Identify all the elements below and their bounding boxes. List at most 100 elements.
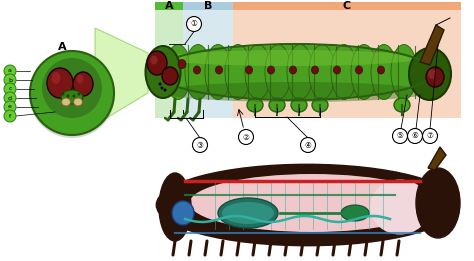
Ellipse shape (409, 48, 451, 100)
Text: B: B (204, 1, 212, 11)
Circle shape (4, 65, 16, 77)
Ellipse shape (62, 98, 71, 106)
Ellipse shape (165, 44, 191, 99)
Ellipse shape (160, 50, 420, 66)
Ellipse shape (160, 82, 430, 102)
Text: c: c (8, 86, 12, 92)
Circle shape (192, 138, 208, 152)
Circle shape (29, 52, 115, 138)
Ellipse shape (76, 74, 83, 84)
Ellipse shape (246, 66, 253, 74)
Ellipse shape (416, 168, 460, 238)
Text: f: f (9, 114, 11, 118)
Text: ②: ② (243, 133, 249, 141)
Ellipse shape (73, 72, 93, 96)
Ellipse shape (146, 46, 181, 98)
Ellipse shape (178, 60, 186, 68)
Ellipse shape (371, 44, 397, 99)
Ellipse shape (334, 66, 340, 74)
Text: a: a (8, 68, 12, 74)
Ellipse shape (47, 68, 73, 98)
Ellipse shape (356, 66, 363, 74)
Ellipse shape (265, 44, 291, 99)
Ellipse shape (216, 66, 222, 74)
Circle shape (238, 129, 254, 145)
FancyBboxPatch shape (183, 10, 233, 118)
Ellipse shape (312, 98, 328, 112)
Text: ⑤: ⑤ (397, 132, 403, 140)
Ellipse shape (377, 66, 384, 74)
Ellipse shape (157, 45, 432, 99)
FancyBboxPatch shape (233, 2, 461, 10)
Circle shape (42, 58, 102, 118)
Circle shape (4, 101, 16, 113)
Ellipse shape (157, 165, 457, 245)
Text: C: C (343, 1, 351, 11)
Polygon shape (420, 25, 444, 65)
FancyBboxPatch shape (183, 2, 233, 10)
Circle shape (62, 92, 64, 96)
Circle shape (158, 82, 162, 86)
Ellipse shape (247, 98, 263, 112)
Circle shape (422, 128, 438, 144)
Ellipse shape (61, 90, 83, 104)
Text: A: A (58, 42, 66, 52)
Ellipse shape (394, 98, 410, 112)
Ellipse shape (370, 180, 430, 234)
Circle shape (4, 92, 16, 104)
Ellipse shape (311, 66, 319, 74)
Ellipse shape (331, 44, 357, 99)
Ellipse shape (290, 66, 297, 74)
Text: b: b (8, 78, 12, 82)
Ellipse shape (185, 44, 211, 99)
Circle shape (66, 94, 70, 98)
Ellipse shape (205, 44, 231, 99)
Ellipse shape (426, 67, 444, 87)
Ellipse shape (151, 56, 157, 64)
Ellipse shape (291, 98, 307, 112)
Ellipse shape (190, 174, 435, 232)
Polygon shape (95, 28, 148, 125)
Ellipse shape (159, 173, 191, 241)
FancyBboxPatch shape (155, 2, 183, 10)
Circle shape (4, 83, 16, 95)
Text: ⑥: ⑥ (411, 132, 419, 140)
Polygon shape (428, 147, 446, 170)
Circle shape (73, 94, 75, 98)
Ellipse shape (267, 66, 274, 74)
Text: ⑦: ⑦ (427, 132, 433, 140)
Ellipse shape (391, 44, 417, 99)
Circle shape (4, 110, 16, 122)
Text: ③: ③ (197, 140, 203, 150)
Circle shape (78, 92, 81, 96)
Circle shape (164, 88, 166, 92)
Ellipse shape (52, 72, 61, 84)
Ellipse shape (172, 201, 194, 225)
Text: e: e (8, 104, 12, 110)
FancyBboxPatch shape (155, 10, 183, 118)
Ellipse shape (222, 202, 274, 224)
Ellipse shape (287, 44, 313, 99)
Circle shape (392, 128, 408, 144)
Text: d: d (8, 96, 12, 100)
Ellipse shape (428, 69, 436, 79)
Ellipse shape (309, 44, 335, 99)
Ellipse shape (193, 66, 201, 74)
Ellipse shape (147, 51, 167, 75)
Ellipse shape (73, 98, 82, 106)
Ellipse shape (162, 67, 178, 85)
FancyBboxPatch shape (233, 10, 461, 118)
Ellipse shape (341, 205, 369, 221)
Text: ④: ④ (305, 140, 311, 150)
Text: A: A (164, 1, 173, 11)
Circle shape (4, 74, 16, 86)
Circle shape (186, 16, 201, 32)
Circle shape (161, 86, 164, 90)
Circle shape (30, 51, 114, 135)
Ellipse shape (218, 198, 278, 228)
Circle shape (408, 128, 422, 144)
Text: ①: ① (191, 20, 198, 28)
Ellipse shape (245, 44, 271, 99)
Circle shape (301, 138, 316, 152)
Ellipse shape (351, 44, 377, 99)
